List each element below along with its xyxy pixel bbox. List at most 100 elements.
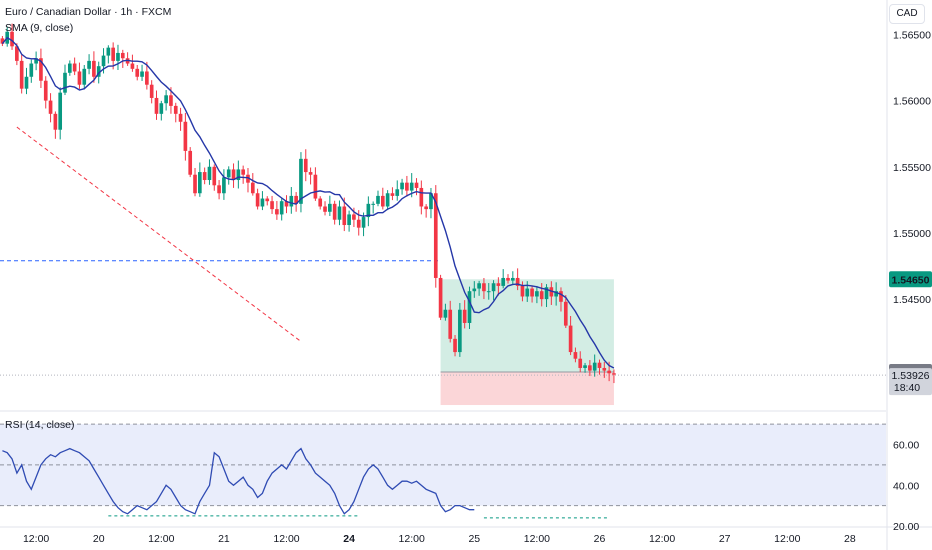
candle: [270, 195, 274, 214]
candle-body: [24, 76, 29, 89]
time-tick-label: 26: [594, 533, 606, 545]
candle: [299, 152, 303, 213]
candle-body: [111, 47, 115, 61]
candle-body: [284, 201, 289, 207]
candle: [501, 269, 506, 289]
candle-body: [583, 365, 587, 368]
candle-body: [559, 291, 563, 302]
candle-body: [149, 84, 154, 98]
candle-body: [106, 47, 111, 56]
candle: [328, 195, 332, 216]
price-tick-label: 1.55500: [893, 162, 931, 174]
sma-legend[interactable]: SMA (9, close): [5, 22, 74, 34]
candle: [486, 283, 491, 300]
candle: [82, 65, 87, 90]
candle: [592, 354, 597, 377]
candle: [24, 67, 29, 95]
candle-body: [347, 214, 351, 226]
candle-body: [275, 209, 279, 215]
candle: [212, 164, 217, 191]
candle: [106, 45, 111, 64]
candle-body: [366, 203, 371, 218]
candle: [549, 281, 554, 305]
candle-body: [544, 287, 549, 300]
candle-body: [193, 174, 197, 194]
candle: [0, 36, 5, 47]
candle-body: [433, 193, 438, 278]
candle-body: [145, 71, 149, 85]
candle: [419, 180, 424, 215]
candle: [472, 281, 477, 298]
candle: [159, 100, 164, 121]
candle-body: [130, 63, 135, 69]
candle-body: [371, 203, 376, 205]
currency-unit-button[interactable]: CAD: [889, 4, 925, 24]
rsi-tick-label: 40.00: [893, 480, 919, 492]
candle-body: [82, 68, 87, 85]
candle: [342, 197, 347, 232]
candlestick-series: [0, 23, 616, 384]
candle-body: [419, 187, 424, 207]
time-tick-label: 25: [468, 533, 480, 545]
candle-body: [202, 172, 207, 181]
candle: [496, 277, 501, 296]
candle: [198, 162, 202, 197]
candle: [376, 190, 380, 207]
candle: [255, 188, 260, 210]
candle-body: [120, 52, 125, 59]
candle: [178, 107, 183, 131]
candle-body: [554, 291, 558, 297]
candle: [226, 166, 231, 185]
rsi-pane: [0, 423, 886, 519]
candle-body: [154, 97, 159, 114]
rsi-line: [2, 447, 475, 515]
candle-body: [491, 283, 496, 292]
candle: [39, 48, 43, 89]
candle-body: [563, 301, 568, 326]
candle-body: [448, 309, 453, 339]
candle: [467, 286, 472, 330]
candle-body: [260, 198, 265, 207]
candle: [87, 54, 91, 75]
candle: [289, 187, 294, 214]
candle-body: [63, 72, 67, 93]
candle: [405, 175, 409, 197]
rsi-legend[interactable]: RSI (14, close): [5, 419, 75, 431]
candle-body: [578, 358, 583, 368]
candle-body: [607, 370, 611, 374]
candle: [120, 49, 125, 68]
candle-body: [250, 182, 255, 194]
candle-body: [48, 100, 53, 114]
candle: [597, 359, 602, 375]
drawings: [0, 126, 886, 376]
candle-body: [588, 365, 592, 371]
candle: [477, 280, 481, 296]
candle-body: [337, 206, 342, 220]
candle: [217, 180, 221, 200]
candle: [63, 64, 67, 96]
time-tick-label: 20: [93, 533, 105, 545]
candle-body: [462, 309, 467, 323]
candle: [371, 201, 376, 214]
candle-body: [530, 288, 534, 297]
candle: [323, 201, 327, 216]
candle: [491, 280, 496, 301]
countdown-text: 18:40: [894, 382, 920, 394]
candle: [448, 300, 453, 343]
candle-body: [612, 373, 616, 375]
candle: [588, 360, 592, 377]
candle: [390, 187, 395, 201]
candle: [19, 54, 24, 94]
candle-body: [92, 60, 96, 77]
candle: [43, 76, 48, 109]
candle-body: [477, 283, 481, 289]
candle-body: [279, 201, 284, 215]
candle: [313, 167, 318, 201]
candle: [130, 54, 135, 72]
candle-body: [535, 291, 539, 297]
candle: [453, 335, 457, 357]
candle: [135, 65, 140, 81]
candle: [530, 286, 534, 303]
